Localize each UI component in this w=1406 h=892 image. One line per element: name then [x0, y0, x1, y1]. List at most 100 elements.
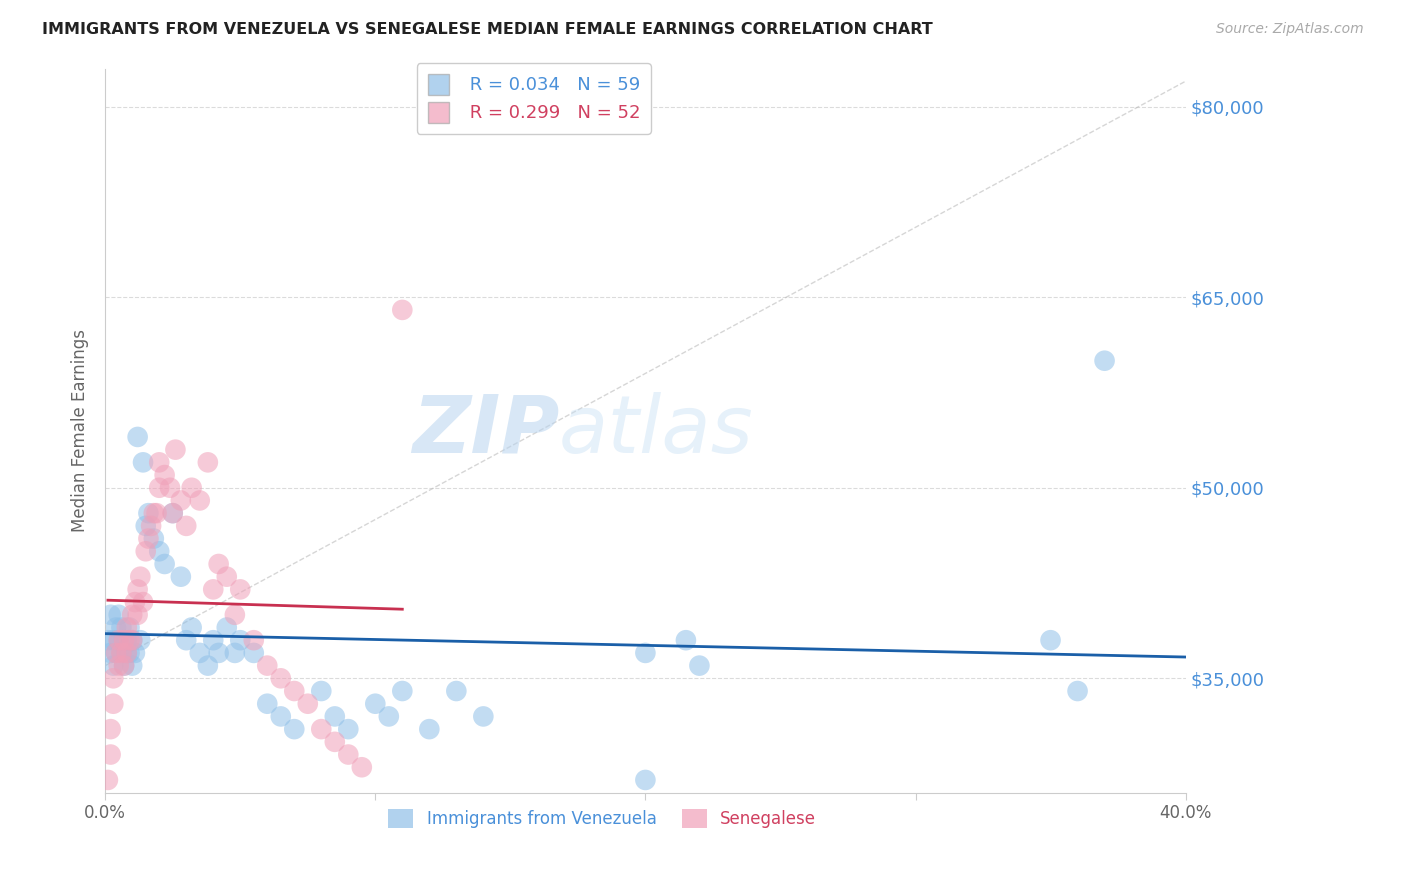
Point: [142, 506, 165, 520]
Point: [129, 570, 152, 584]
Point: [350, 760, 373, 774]
Text: ZIP: ZIP: [412, 392, 560, 469]
Point: [208, 557, 231, 571]
Point: [100, 722, 122, 736]
Point: [242, 646, 264, 660]
Point: [174, 633, 197, 648]
Point: [188, 646, 211, 660]
Point: [138, 532, 160, 546]
Point: [121, 658, 143, 673]
Point: [391, 302, 413, 317]
Point: [472, 709, 495, 723]
Point: [323, 709, 346, 723]
Point: [364, 697, 387, 711]
Point: [270, 709, 292, 723]
Point: [110, 646, 132, 660]
Point: [142, 532, 165, 546]
Point: [112, 633, 135, 648]
Point: [311, 722, 333, 736]
Point: [337, 722, 360, 736]
Point: [1039, 633, 1062, 648]
Point: [121, 633, 143, 648]
Point: [124, 595, 146, 609]
Point: [208, 646, 231, 660]
Point: [153, 557, 176, 571]
Point: [100, 646, 122, 660]
Point: [121, 633, 143, 648]
Point: [103, 658, 125, 673]
Point: [148, 481, 170, 495]
Point: [170, 570, 193, 584]
Point: [634, 772, 657, 787]
Point: [688, 658, 710, 673]
Point: [634, 646, 657, 660]
Point: [105, 646, 128, 660]
Point: [129, 633, 152, 648]
Point: [256, 697, 278, 711]
Point: [110, 646, 132, 660]
Point: [162, 506, 184, 520]
Point: [115, 620, 138, 634]
Point: [224, 646, 246, 660]
Point: [1094, 353, 1116, 368]
Point: [121, 607, 143, 622]
Point: [127, 607, 149, 622]
Point: [107, 658, 129, 673]
Point: [118, 620, 141, 634]
Point: [170, 493, 193, 508]
Point: [165, 442, 187, 457]
Point: [115, 646, 138, 660]
Point: [100, 747, 122, 762]
Point: [115, 633, 138, 648]
Point: [112, 658, 135, 673]
Point: [242, 633, 264, 648]
Point: [132, 455, 155, 469]
Point: [115, 646, 138, 660]
Point: [138, 506, 160, 520]
Point: [229, 582, 252, 597]
Point: [135, 519, 157, 533]
Point: [270, 671, 292, 685]
Point: [337, 747, 360, 762]
Point: [215, 620, 238, 634]
Point: [139, 519, 162, 533]
Point: [197, 455, 219, 469]
Point: [127, 430, 149, 444]
Point: [105, 620, 128, 634]
Legend: Immigrants from Venezuela, Senegalese: Immigrants from Venezuela, Senegalese: [382, 803, 823, 835]
Text: atlas: atlas: [560, 392, 754, 469]
Point: [391, 684, 413, 698]
Point: [132, 595, 155, 609]
Point: [97, 633, 120, 648]
Point: [215, 570, 238, 584]
Point: [1066, 684, 1088, 698]
Point: [103, 633, 125, 648]
Point: [180, 481, 202, 495]
Point: [675, 633, 697, 648]
Point: [103, 671, 125, 685]
Point: [297, 697, 319, 711]
Point: [202, 582, 225, 597]
Point: [153, 468, 176, 483]
Text: Source: ZipAtlas.com: Source: ZipAtlas.com: [1216, 22, 1364, 37]
Point: [107, 607, 129, 622]
Point: [127, 582, 149, 597]
Point: [112, 633, 135, 648]
Point: [256, 658, 278, 673]
Point: [118, 646, 141, 660]
Point: [135, 544, 157, 558]
Y-axis label: Median Female Earnings: Median Female Earnings: [72, 329, 89, 533]
Point: [124, 646, 146, 660]
Point: [323, 735, 346, 749]
Text: IMMIGRANTS FROM VENEZUELA VS SENEGALESE MEDIAN FEMALE EARNINGS CORRELATION CHART: IMMIGRANTS FROM VENEZUELA VS SENEGALESE …: [42, 22, 934, 37]
Point: [446, 684, 468, 698]
Point: [110, 620, 132, 634]
Point: [107, 633, 129, 648]
Point: [378, 709, 401, 723]
Point: [229, 633, 252, 648]
Point: [202, 633, 225, 648]
Point: [103, 697, 125, 711]
Point: [418, 722, 440, 736]
Point: [145, 506, 167, 520]
Point: [97, 772, 120, 787]
